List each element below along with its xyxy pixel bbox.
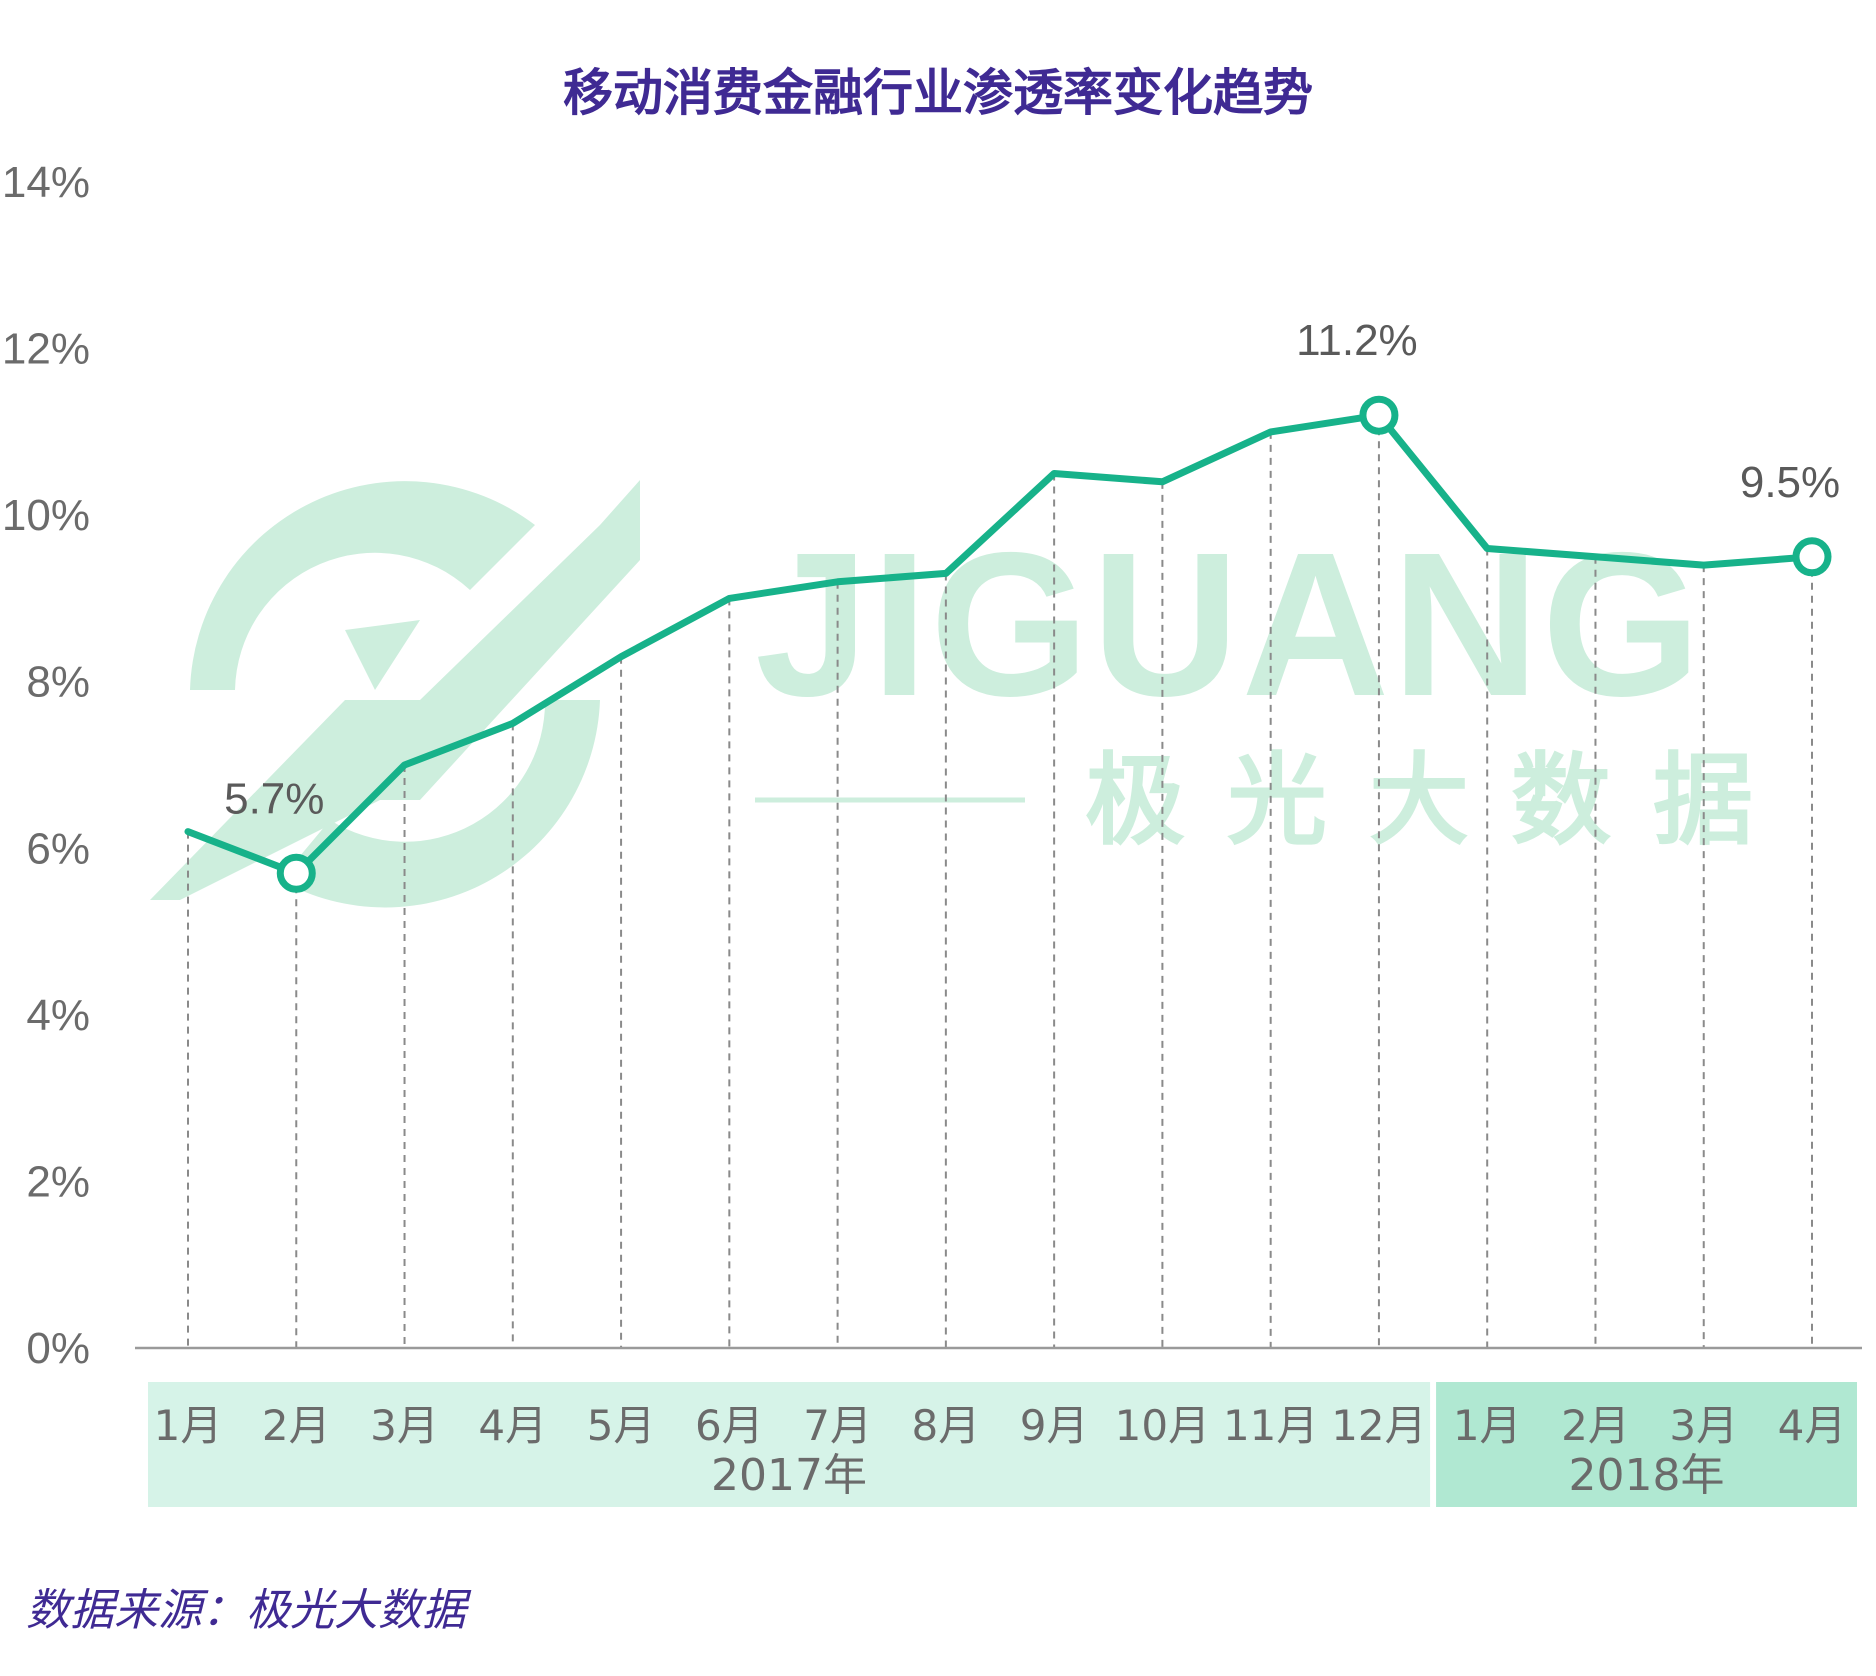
category-band [1436, 1382, 1857, 1507]
data-point-marker [1792, 537, 1832, 577]
y-tick-label: 0% [26, 1324, 90, 1373]
x-tick-label: 2月 [1561, 1401, 1630, 1450]
data-label: 5.7% [224, 774, 324, 823]
x-tick-label: 12月 [1331, 1401, 1426, 1450]
x-tick-label: 2月 [262, 1401, 331, 1450]
series-line [184, 411, 1816, 877]
source-note: 数据来源：极光大数据 [26, 1585, 472, 1636]
x-tick-label: 3月 [1669, 1401, 1738, 1450]
chart-title: 移动消费金融行业渗透率变化趋势 [563, 64, 1313, 122]
x-tick-label: 7月 [803, 1401, 872, 1450]
watermark: JIGUANG 极光大数据 [150, 480, 1795, 908]
x-tick-label: 8月 [911, 1401, 980, 1450]
x-axis-ticks: 1月 2月 3月 4月 5月 6月 7月 8月 9月 10月 11月 12月 1月 2月 3月 4月 [154, 1401, 1847, 1450]
y-tick-label: 8% [26, 658, 90, 707]
y-tick-label: 4% [26, 991, 90, 1040]
x-axis-bands: 2017年 2018年 [148, 1382, 1857, 1507]
drop-lines [187, 415, 1813, 1348]
y-tick-label: 12% [2, 325, 90, 374]
data-label: 9.5% [1740, 458, 1840, 507]
year-label: 2018年 [1569, 1450, 1725, 1501]
year-label: 2017年 [711, 1450, 867, 1501]
y-axis-ticks: 0% 2% 4% 6% 8% 10% 12% 14% [2, 158, 90, 1373]
category-band [148, 1382, 1431, 1507]
y-tick-label: 10% [2, 491, 90, 540]
data-point-marker [1359, 395, 1399, 435]
x-tick-label: 3月 [370, 1401, 439, 1450]
watermark-logo-icon [150, 480, 640, 908]
data-label: 11.2% [1296, 316, 1418, 365]
watermark-logo-text: JIGUANG [755, 510, 1703, 739]
y-tick-label: 14% [2, 158, 90, 207]
x-tick-label: 11月 [1223, 1401, 1318, 1450]
x-tick-label: 6月 [695, 1401, 764, 1450]
data-point-marker [276, 853, 316, 893]
x-tick-label: 10月 [1115, 1401, 1210, 1450]
x-tick-label: 4月 [478, 1401, 547, 1450]
series-line-group [184, 411, 1816, 877]
x-tick-label: 4月 [1778, 1401, 1847, 1450]
x-tick-label: 5月 [587, 1401, 656, 1450]
y-tick-label: 2% [26, 1157, 90, 1206]
highlight-points: 5.7% 11.2% 9.5% [224, 316, 1840, 893]
x-tick-label: 9月 [1020, 1401, 1089, 1450]
x-tick-label: 1月 [154, 1401, 223, 1450]
x-tick-label: 1月 [1453, 1401, 1522, 1450]
watermark-logo-cn: 极光大数据 [1085, 742, 1795, 859]
y-tick-label: 6% [26, 824, 90, 873]
